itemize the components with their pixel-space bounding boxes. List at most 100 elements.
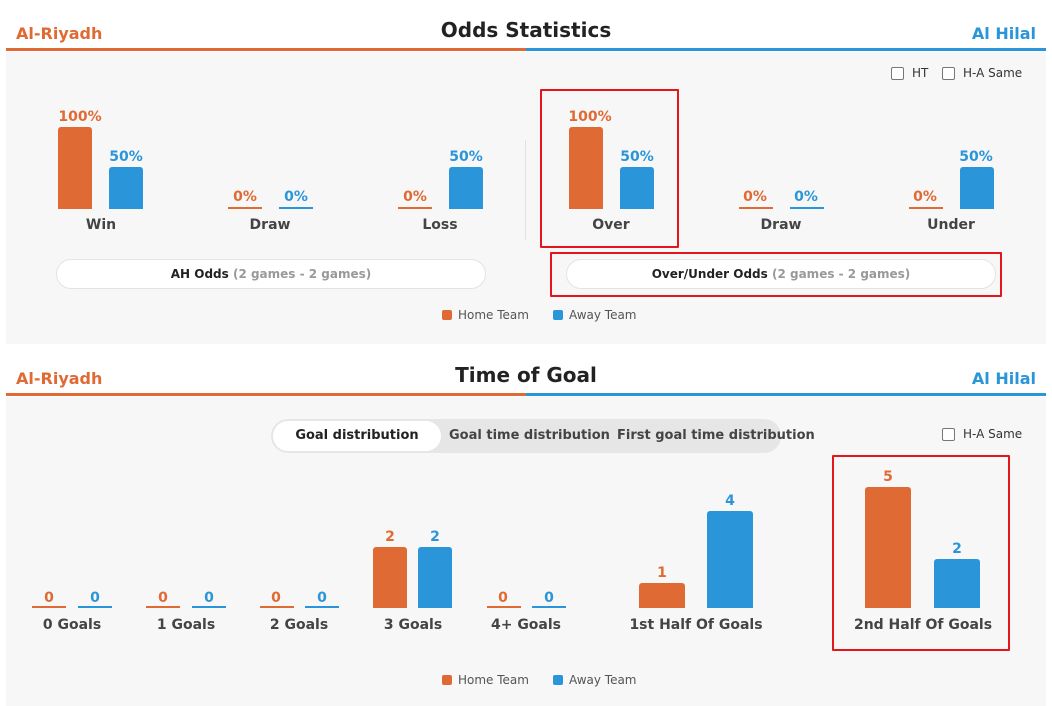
ou-draw-home-value: 0% <box>743 189 767 205</box>
draw-label: Draw <box>249 217 291 233</box>
ah-odds-games: (2 games - 2 games) <box>232 267 372 281</box>
goals-2-label: 2 Goals <box>269 617 329 633</box>
loss-away-bar <box>449 167 483 209</box>
draw-away-bar <box>279 207 313 209</box>
ht-label: HT <box>912 66 929 80</box>
first-half-label: 1st Half Of Goals <box>629 617 763 633</box>
ah-odds-button[interactable]: AH Odds (2 games - 2 games) <box>56 259 486 289</box>
checkbox-icon[interactable] <box>891 66 904 80</box>
ah-odds-label: AH Odds <box>170 267 229 281</box>
draw-home-value: 0% <box>233 189 257 205</box>
away-underline <box>526 393 1046 396</box>
legend-home-label: Home Team <box>458 673 529 687</box>
home-swatch <box>442 310 452 320</box>
goals-2-away-bar <box>305 606 339 608</box>
loss-label: Loss <box>422 217 458 233</box>
goals-4-away-bar <box>532 606 566 608</box>
goals-1-away-bar <box>192 606 226 608</box>
goals-3-away-value: 2 <box>430 529 440 545</box>
checkbox-icon[interactable] <box>942 66 955 80</box>
goals-3-home-bar <box>373 547 407 608</box>
checkbox-icon[interactable] <box>942 427 955 441</box>
first-half-home-value: 1 <box>657 565 667 581</box>
goals-0-away-value: 0 <box>90 590 100 606</box>
goals-4-home-value: 0 <box>498 590 508 606</box>
home-team-name: Al-Riyadh <box>16 24 103 43</box>
goals-1-label: 1 Goals <box>156 617 216 633</box>
second-half-home-value: 5 <box>883 469 893 485</box>
second-half-label: 2nd Half Of Goals <box>853 617 993 633</box>
under-home-value: 0% <box>913 189 937 205</box>
goals-0-away-bar <box>78 606 112 608</box>
ou-draw-home-bar <box>739 207 773 209</box>
under-label: Under <box>927 217 975 233</box>
ou-draw-label: Draw <box>760 217 802 233</box>
odds-legend: Home Team Away Team <box>442 308 661 322</box>
over-home-bar <box>569 127 603 209</box>
section-title: Time of Goal <box>455 363 597 387</box>
draw-home-bar <box>228 207 262 209</box>
ha-same-checkbox[interactable]: H-A Same <box>942 427 1022 441</box>
first-half-home-bar <box>639 583 685 608</box>
away-team-name: Al Hilal <box>971 24 1036 43</box>
goals-3-home-value: 2 <box>385 529 395 545</box>
group-divider <box>525 140 526 240</box>
win-away-bar <box>109 167 143 209</box>
away-team-name: Al Hilal <box>971 369 1036 388</box>
ha-same-checkbox[interactable]: H-A Same <box>942 66 1022 80</box>
goals-3-away-bar <box>418 547 452 608</box>
tab-goal-distribution[interactable]: Goal distribution <box>273 421 441 451</box>
second-half-away-bar <box>934 559 980 608</box>
second-half-highlight-box <box>832 455 1010 651</box>
goals-1-away-value: 0 <box>204 590 214 606</box>
goals-legend: Home Team Away Team <box>442 673 661 687</box>
goals-4-home-bar <box>487 606 521 608</box>
legend-home-label: Home Team <box>458 308 529 322</box>
win-away-value: 50% <box>109 149 143 165</box>
win-home-bar <box>58 127 92 209</box>
tab-first-goal-time-distribution[interactable]: First goal time distribution <box>617 428 815 443</box>
goals-3-label: 3 Goals <box>383 617 443 633</box>
first-half-away-value: 4 <box>725 493 735 509</box>
goals-0-label: 0 Goals <box>42 617 102 633</box>
away-swatch <box>552 675 563 685</box>
win-home-value: 100% <box>58 109 102 125</box>
goals-header: Al-Riyadh Time of Goal Al Hilal <box>6 345 1046 396</box>
home-underline <box>6 393 526 396</box>
ha-same-label: H-A Same <box>963 427 1023 441</box>
over-away-bar <box>620 167 654 209</box>
away-swatch <box>552 310 563 320</box>
over-label: Over <box>592 217 630 233</box>
home-team-name: Al-Riyadh <box>16 369 103 388</box>
goals-2-away-value: 0 <box>317 590 327 606</box>
ha-same-label: H-A Same <box>963 66 1023 80</box>
goal-tabs: Goal distribution Goal time distribution… <box>271 419 815 453</box>
win-label: Win <box>85 217 117 233</box>
loss-home-bar <box>398 207 432 209</box>
ou-odds-button[interactable]: Over/Under Odds (2 games - 2 games) <box>566 259 996 289</box>
goals-1-home-bar <box>146 606 180 608</box>
loss-home-value: 0% <box>403 189 427 205</box>
under-home-bar <box>909 207 943 209</box>
ou-draw-away-value: 0% <box>794 189 818 205</box>
ht-checkbox[interactable]: HT <box>891 66 928 80</box>
goals-panel: Goal distribution Goal time distribution… <box>6 397 1046 706</box>
goals-4-away-value: 0 <box>544 590 554 606</box>
draw-away-value: 0% <box>284 189 308 205</box>
over-away-value: 50% <box>620 149 654 165</box>
under-away-value: 50% <box>959 149 993 165</box>
tab-goal-time-distribution[interactable]: Goal time distribution <box>449 428 610 443</box>
under-away-bar <box>960 167 994 209</box>
over-home-value: 100% <box>568 109 612 125</box>
section-title: Odds Statistics <box>440 18 612 42</box>
loss-away-value: 50% <box>449 149 483 165</box>
second-half-home-bar <box>865 487 911 608</box>
goals-2-home-bar <box>260 606 294 608</box>
second-half-away-value: 2 <box>952 541 962 557</box>
odds-header: Al-Riyadh Odds Statistics Al Hilal <box>6 0 1046 51</box>
goals-4-label: 4+ Goals <box>490 617 562 633</box>
ou-odds-games: (2 games - 2 games) <box>771 267 911 281</box>
goals-0-home-value: 0 <box>44 590 54 606</box>
ou-odds-label: Over/Under Odds <box>651 267 768 281</box>
over-highlight-box <box>540 89 679 248</box>
